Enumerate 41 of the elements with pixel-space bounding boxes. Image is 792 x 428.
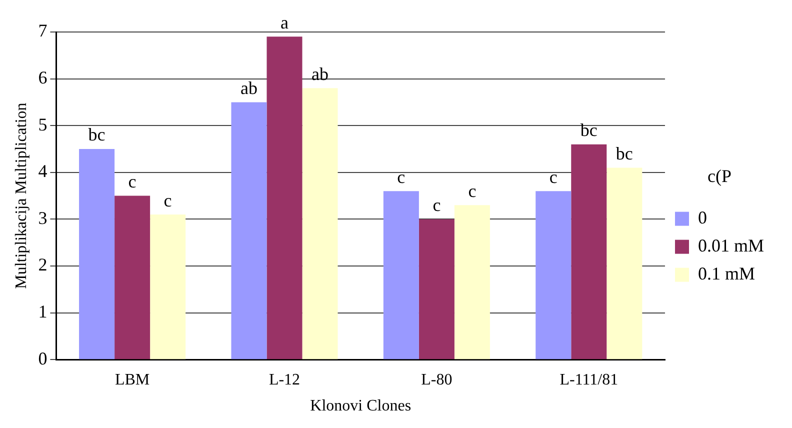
data-label: bc	[88, 124, 106, 145]
bar	[536, 191, 572, 360]
data-label: a	[280, 12, 288, 32]
bar	[571, 144, 607, 360]
x-tick-label: L-12	[268, 371, 300, 388]
data-label: c	[468, 180, 476, 201]
bar	[79, 149, 115, 360]
y-tick-label: 2	[38, 254, 48, 275]
y-tick-label: 6	[38, 68, 48, 88]
bar	[418, 219, 454, 360]
data-label: c	[432, 194, 441, 215]
data-label: ab	[240, 78, 258, 98]
y-tick-label: 3	[38, 208, 48, 228]
data-label: c	[128, 172, 136, 192]
data-label: bc	[616, 143, 633, 164]
x-tick-label: L-80	[421, 371, 452, 388]
y-tick-label: 4	[38, 161, 48, 182]
bar	[302, 88, 338, 360]
y-tick-label: 1	[38, 302, 48, 322]
bar	[606, 168, 642, 360]
x-tick-label: L-111/81	[560, 371, 618, 388]
legend-title: c(P	[707, 166, 732, 186]
x-axis-title: Klonovi Clones	[310, 398, 412, 415]
y-tick-label: 5	[38, 114, 48, 134]
x-tick-label: LBM	[114, 371, 150, 388]
bar	[454, 205, 490, 360]
y-tick-label: 0	[38, 348, 48, 368]
data-label: c	[164, 190, 172, 210]
y-axis-title: Multiplikacija Multiplication	[12, 102, 30, 289]
bar	[383, 191, 419, 360]
data-label: bc	[580, 120, 598, 140]
data-label: c	[549, 166, 558, 187]
y-tick-label: 7	[38, 20, 48, 41]
legend-label: 0.01 mM	[698, 236, 764, 256]
bar	[231, 102, 267, 360]
legend-label: 0	[698, 208, 707, 228]
bar	[266, 36, 302, 360]
bar	[114, 196, 150, 360]
bar	[150, 214, 186, 360]
data-label: c	[397, 166, 406, 187]
legend-label: 0.1 mM	[698, 264, 756, 284]
